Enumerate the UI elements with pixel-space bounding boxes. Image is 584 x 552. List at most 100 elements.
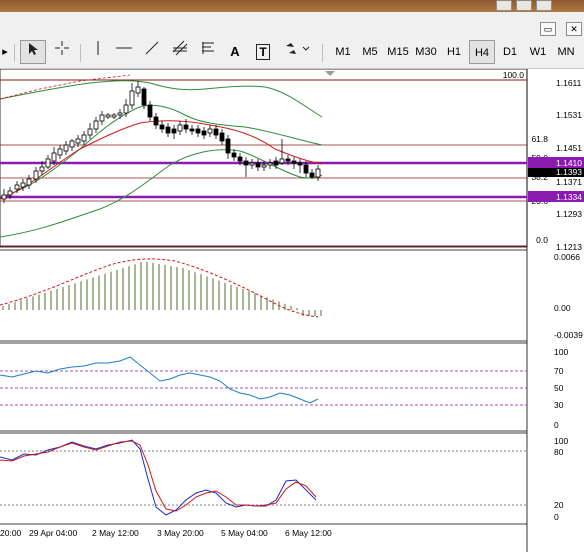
hline-icon[interactable] xyxy=(112,40,136,64)
candle xyxy=(75,138,81,144)
candle xyxy=(291,160,297,164)
candle xyxy=(117,112,123,116)
crosshair-icon[interactable] xyxy=(50,40,74,64)
timeframe-d1[interactable]: D1 xyxy=(502,46,518,58)
highlight-price-tag: 1.1334 xyxy=(556,192,582,202)
rsi-label: 0 xyxy=(554,420,559,430)
time-label: 6 May 12:00 xyxy=(285,528,332,538)
stoch-pane: 100 80 20 0 xyxy=(0,436,568,522)
timeframe-h4[interactable]: H4 xyxy=(469,40,495,64)
price-axis: 1.1611 1.1531 1.1451 1.1371 1.1293 1.121… xyxy=(528,78,584,252)
candle xyxy=(99,114,105,122)
stoch-label: 100 xyxy=(554,436,568,446)
close-icon[interactable]: ✕ xyxy=(566,22,582,36)
candle xyxy=(183,124,189,130)
candle xyxy=(207,128,213,134)
child-window-bar: ▭ ✕ xyxy=(0,12,584,36)
candle xyxy=(213,128,219,136)
candle xyxy=(111,114,117,118)
stoch-label: 20 xyxy=(554,500,564,510)
current-price-tag: 1.1393 xyxy=(556,167,582,177)
ma-line xyxy=(0,120,323,200)
stoch-signal-line xyxy=(0,440,317,512)
minimize-icon[interactable] xyxy=(496,0,512,11)
rsi-label: 30 xyxy=(554,400,564,410)
candle xyxy=(225,138,231,154)
highlight-price-tag: 1.1410 xyxy=(556,158,582,168)
fib-label-618: 61.8 xyxy=(531,134,548,144)
upper-dashed-line xyxy=(0,74,131,100)
dropdown-arrow-icon[interactable]: ▸ xyxy=(2,46,8,58)
trendline-icon[interactable] xyxy=(140,40,164,64)
candle xyxy=(267,162,273,166)
label-icon[interactable]: T xyxy=(252,40,274,64)
maximize-icon[interactable] xyxy=(516,0,532,11)
candle xyxy=(249,162,255,166)
cursor-icon[interactable] xyxy=(20,40,46,64)
candle xyxy=(93,120,99,130)
timeframe-m30[interactable]: M30 xyxy=(415,46,437,58)
rsi-label: 50 xyxy=(554,383,564,393)
timeframe-m5[interactable]: M5 xyxy=(362,46,378,58)
price-label: 1.1213 xyxy=(556,242,582,252)
candle xyxy=(105,114,111,118)
candle xyxy=(177,124,183,132)
time-axis: 20:00 29 Apr 04:00 2 May 12:00 3 May 20:… xyxy=(0,528,332,538)
timeframe-mn[interactable]: MN xyxy=(557,46,575,58)
time-label: 29 Apr 04:00 xyxy=(29,528,77,538)
timeframe-w1[interactable]: W1 xyxy=(529,46,547,58)
candle xyxy=(255,162,261,168)
candle xyxy=(279,158,285,164)
candle xyxy=(171,128,177,134)
text-icon[interactable]: A xyxy=(230,44,240,59)
vertical-line-icon[interactable] xyxy=(88,40,108,64)
macd-histogram xyxy=(2,262,322,316)
candle xyxy=(243,160,249,166)
time-label: 5 May 04:00 xyxy=(221,528,268,538)
candle xyxy=(26,178,32,186)
candle xyxy=(195,128,201,134)
toolbar: ▸ A T M1 M5 M15 M30 H1 H4 D1 W1 MN xyxy=(0,36,584,69)
timeframe-m1[interactable]: M1 xyxy=(335,46,351,58)
candle xyxy=(135,86,141,94)
bollinger-bands xyxy=(0,80,323,238)
candle xyxy=(219,132,225,142)
macd-signal-line xyxy=(0,258,319,318)
close-icon[interactable] xyxy=(536,0,552,11)
scroll-marker-icon[interactable] xyxy=(325,71,335,76)
candle xyxy=(7,190,13,196)
label-tool-text: T xyxy=(256,44,270,60)
restore-icon[interactable]: ▭ xyxy=(540,22,556,36)
title-bar xyxy=(0,0,584,12)
arrows-icon[interactable] xyxy=(280,40,314,64)
channel-icon[interactable] xyxy=(168,40,192,64)
candle xyxy=(51,152,57,162)
price-label: 1.1531 xyxy=(556,110,582,120)
fibo-icon[interactable] xyxy=(196,40,220,64)
candle xyxy=(123,104,129,114)
candle xyxy=(1,194,7,200)
rsi-label: 70 xyxy=(554,366,564,376)
fib-label-0: 0.0 xyxy=(536,235,548,245)
fib-levels: 100.0 61.8 50.0 38.2 23.6 0.0 xyxy=(0,70,548,247)
price-label: 1.1611 xyxy=(556,78,582,88)
price-label: 1.1293 xyxy=(556,209,582,219)
candle xyxy=(231,152,237,158)
macd-label: -0.0039 xyxy=(554,330,583,340)
time-label: 3 May 20:00 xyxy=(157,528,204,538)
candle xyxy=(273,160,279,166)
candlesticks xyxy=(1,81,321,203)
candle xyxy=(57,148,63,156)
candle xyxy=(87,128,93,136)
candle xyxy=(14,184,20,190)
timeframe-h1[interactable]: H1 xyxy=(446,46,462,58)
candle xyxy=(141,88,147,106)
candle xyxy=(69,140,75,148)
macd-label: 0.0066 xyxy=(554,252,580,262)
timeframe-m15[interactable]: M15 xyxy=(387,46,409,58)
time-label: 20:00 xyxy=(0,528,22,538)
candle xyxy=(45,158,51,168)
rsi-pane: 100 70 50 30 0 xyxy=(0,347,568,430)
candle xyxy=(201,130,207,136)
chart-area[interactable]: 100.0 61.8 50.0 38.2 23.6 0.0 1.1611 1.1… xyxy=(0,69,584,552)
